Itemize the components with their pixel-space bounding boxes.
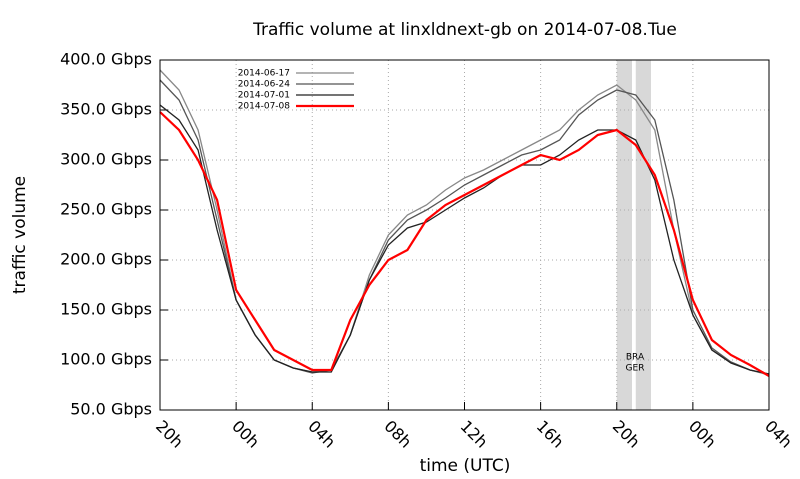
x-tick-label: 20h [609, 417, 644, 452]
series-line [159, 111, 770, 377]
x-axis-label: time (UTC) [420, 456, 511, 476]
legend-label: 2014-06-24 [238, 80, 291, 90]
y-tick-label: 300.0 Gbps [60, 150, 152, 169]
x-tick-label: 00h [228, 417, 263, 452]
x-tick-label: 00h [685, 417, 720, 452]
legend-label: 2014-06-17 [238, 69, 290, 79]
x-tick-label: 04h [304, 417, 339, 452]
x-tick-label: 04h [761, 417, 796, 452]
series-line [159, 104, 770, 375]
chart-title: Traffic volume at linxldnext-gb on 2014-… [252, 20, 677, 40]
y-tick-label: 50.0 Gbps [70, 400, 152, 419]
x-tick-label: 08h [380, 417, 415, 452]
x-tick-label: 20h [152, 417, 187, 452]
y-axis-label: traffic volume [10, 176, 30, 294]
plot-frame [159, 59, 770, 411]
highlight-band [616, 60, 632, 410]
x-tick-label: 12h [456, 417, 491, 452]
annotation: BRA [626, 353, 645, 363]
legend-label: 2014-07-01 [238, 91, 290, 101]
y-tick-label: 150.0 Gbps [60, 300, 152, 319]
y-tick-label: 100.0 Gbps [60, 350, 152, 369]
annotation: GER [626, 364, 645, 374]
x-tick-label: 16h [533, 417, 568, 452]
y-tick-label: 350.0 Gbps [60, 100, 152, 119]
y-tick-label: 200.0 Gbps [60, 250, 152, 269]
y-tick-label: 400.0 Gbps [60, 50, 152, 69]
legend-label: 2014-07-08 [238, 102, 291, 112]
y-tick-label: 250.0 Gbps [60, 200, 152, 219]
